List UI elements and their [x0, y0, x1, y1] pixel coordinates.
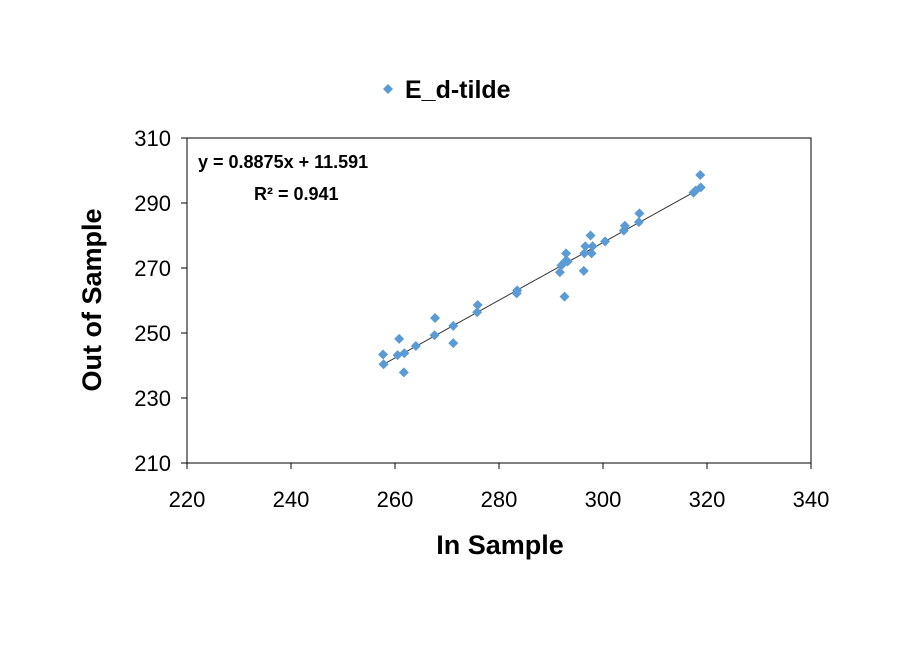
y-tick-label: 270 [134, 256, 171, 281]
data-points [378, 170, 706, 378]
r-squared-label: R² = 0.941 [254, 184, 339, 204]
data-point [562, 256, 573, 267]
data-point [378, 349, 389, 360]
data-point [587, 241, 598, 252]
y-axis-title: Out of Sample [77, 208, 107, 391]
data-point [634, 208, 645, 219]
data-point [585, 230, 596, 241]
data-point [472, 300, 483, 311]
data-point [554, 267, 565, 278]
data-point [633, 217, 644, 228]
x-tick-label: 320 [689, 487, 726, 512]
y-tick-label: 230 [134, 386, 171, 411]
data-point [578, 265, 589, 276]
x-tick-label: 300 [585, 487, 622, 512]
data-point [378, 359, 389, 370]
data-point [580, 241, 591, 252]
equation-label: y = 0.8875x + 11.591 [198, 152, 368, 172]
data-point [586, 248, 597, 259]
data-point [619, 220, 630, 231]
data-point [512, 285, 523, 296]
data-point [579, 248, 590, 259]
data-point [448, 320, 459, 331]
data-point [472, 307, 483, 318]
data-point [561, 248, 572, 259]
data-point [559, 291, 570, 302]
legend-label: E_d-tilde [405, 76, 511, 104]
legend-marker [383, 84, 393, 94]
x-tick-label: 340 [793, 487, 830, 512]
data-point [399, 348, 410, 359]
y-axis-ticks: 210 230 250 270 290 310 [134, 126, 187, 476]
x-axis-ticks: 220 240 260 280 300 320 340 [169, 463, 830, 512]
y-tick-label: 250 [134, 321, 171, 346]
x-tick-label: 280 [481, 487, 518, 512]
y-tick-label: 210 [134, 451, 171, 476]
data-point [600, 236, 611, 247]
x-axis-title: In Sample [436, 530, 564, 560]
data-point [394, 333, 405, 344]
y-tick-label: 290 [134, 191, 171, 216]
x-tick-label: 220 [169, 487, 206, 512]
data-point [398, 367, 409, 378]
y-tick-label: 310 [134, 126, 171, 151]
x-tick-label: 240 [273, 487, 310, 512]
data-point [695, 170, 706, 181]
data-point [429, 330, 440, 341]
data-point [695, 182, 706, 193]
data-point [430, 313, 441, 324]
data-point [410, 341, 421, 351]
legend: E_d-tilde [383, 76, 511, 104]
data-point [448, 338, 459, 349]
x-tick-label: 260 [377, 487, 414, 512]
